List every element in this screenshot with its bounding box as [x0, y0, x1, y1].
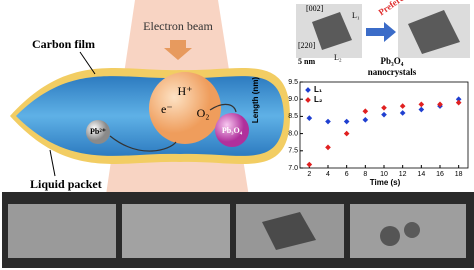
- point: [306, 161, 313, 168]
- film-label: Carbon film: [32, 37, 95, 51]
- y-tick-label: 9.5: [288, 79, 298, 86]
- y-tick-label: 8.0: [288, 130, 298, 137]
- point: [399, 110, 406, 116]
- y-axis-label: Length (nm): [251, 77, 260, 124]
- point: [325, 118, 331, 125]
- product-sphere: [215, 113, 249, 147]
- ion-sphere: [86, 120, 110, 144]
- electron-label: e⁻: [161, 102, 173, 116]
- point: [399, 103, 406, 109]
- scatter-chart: Length (nm) Time (s) 7.0 7.5 8.0 8.5 9.0 9.5 2…: [251, 77, 469, 187]
- plot-area: [299, 81, 469, 169]
- caption: nanocrystals: [368, 67, 417, 77]
- ion-label: Pb²⁺: [90, 127, 106, 136]
- legend-label: L₂: [314, 95, 323, 104]
- x-tick-label: 8: [363, 171, 367, 178]
- point: [455, 99, 462, 106]
- arrow: [366, 22, 396, 42]
- legend-marker: [305, 97, 311, 103]
- point: [362, 117, 369, 123]
- crystal: [312, 12, 352, 50]
- y-tick-label: 7.5: [288, 148, 298, 155]
- point: [437, 101, 443, 108]
- crystal: [408, 10, 460, 54]
- zone-label: [220]: [298, 41, 316, 50]
- x-tick-label: 12: [399, 171, 407, 178]
- frame: [8, 204, 116, 258]
- x-tick-label: 14: [417, 171, 425, 178]
- proton-label: H⁺: [178, 84, 193, 98]
- l-label: L₂: [334, 53, 342, 62]
- point: [306, 115, 313, 121]
- point: [343, 130, 350, 137]
- beam-arrow: [164, 40, 192, 60]
- legend-label: L₁: [314, 85, 323, 94]
- x-axis-label: Time (s): [370, 178, 401, 187]
- product-label: Pb₃O₄: [222, 126, 243, 135]
- caption: Pb₃O₄: [381, 56, 404, 66]
- point: [381, 104, 387, 111]
- sphere: [149, 72, 221, 144]
- oxygen-label: O₂: [197, 106, 210, 120]
- point: [418, 106, 425, 113]
- pointer: [49, 149, 56, 177]
- beam-label: Electron beam: [143, 19, 213, 33]
- point: [362, 108, 369, 115]
- y-tick-label: 9.0: [288, 96, 298, 103]
- x-tick-label: 6: [345, 171, 349, 178]
- x-tick-label: 16: [436, 171, 444, 178]
- y-tick-label: 7.0: [288, 165, 298, 172]
- point: [325, 144, 331, 151]
- l-label: L₁: [352, 11, 360, 20]
- point: [381, 111, 387, 118]
- y-tick-label: 8.5: [288, 113, 298, 120]
- x-tick-label: 4: [326, 171, 330, 178]
- zone-label: [002]: [306, 4, 324, 13]
- crystal: [380, 226, 400, 246]
- x-tick-label: 2: [307, 171, 311, 178]
- point: [343, 118, 350, 125]
- point: [455, 96, 462, 103]
- legend-marker: [305, 87, 311, 93]
- arrow: [109, 135, 177, 152]
- film-frames: [8, 204, 466, 258]
- arrow: [209, 103, 237, 113]
- packet-label: Liquid packet: [30, 177, 102, 191]
- x-tick-label: 10: [380, 171, 388, 178]
- scale-label: 5 nm: [298, 57, 315, 66]
- point: [418, 101, 425, 108]
- pointer: [79, 51, 96, 75]
- frame: [122, 204, 230, 258]
- x-tick-label: 18: [455, 171, 463, 178]
- crystal: [404, 222, 420, 238]
- crystal: [262, 212, 316, 250]
